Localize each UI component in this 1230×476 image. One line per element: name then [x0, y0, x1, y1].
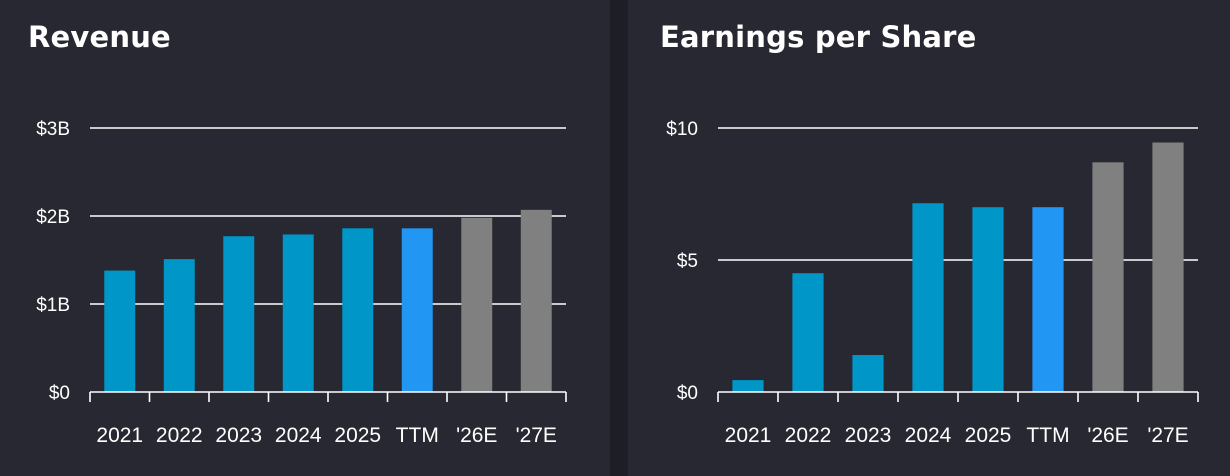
revenue-y-tick-label: $0	[49, 383, 70, 404]
revenue-bar[interactable]	[521, 210, 552, 392]
eps-x-tick-label: 2024	[905, 424, 952, 447]
revenue-panel: Revenue $0 $1B $2B $3B 2021 2022 2023 2024 2025 T…	[0, 0, 610, 476]
revenue-bar[interactable]	[104, 271, 135, 392]
revenue-x-tick-label: 2022	[156, 424, 203, 447]
revenue-bar[interactable]	[342, 228, 373, 392]
eps-x-tick-label: 2022	[785, 424, 832, 447]
revenue-bar[interactable]	[402, 228, 433, 392]
eps-chart: $0 $5 $10 2021 2022 2023 2024 2025 TTM '26E '27E	[628, 0, 1230, 476]
eps-bar[interactable]	[792, 273, 823, 392]
eps-y-tick-label: $0	[677, 383, 698, 404]
eps-y-tick-label: $10	[666, 119, 698, 140]
revenue-bar[interactable]	[223, 236, 254, 392]
eps-y-tick-label: $5	[677, 251, 698, 272]
eps-bar[interactable]	[912, 203, 943, 392]
revenue-x-tick-label: 2021	[96, 424, 143, 447]
eps-bar[interactable]	[1032, 207, 1063, 392]
eps-panel: Earnings per Share $0 $5 $10 2021 2022 2023 20…	[628, 0, 1230, 476]
revenue-x-tick-label: TTM	[396, 424, 439, 447]
eps-bar[interactable]	[852, 355, 883, 392]
eps-bar[interactable]	[972, 207, 1003, 392]
revenue-y-tick-label: $3B	[36, 119, 70, 140]
revenue-chart: $0 $1B $2B $3B 2021 2022 2023 2024 2025 TTM '26E '2…	[0, 0, 610, 476]
revenue-x-tick-label: 2025	[334, 424, 381, 447]
eps-bar[interactable]	[1152, 143, 1183, 392]
eps-x-tick-label: TTM	[1026, 424, 1069, 447]
revenue-x-tick-label: '27E	[516, 424, 557, 447]
revenue-y-tick-label: $1B	[36, 295, 70, 316]
revenue-x-tick-label: '26E	[456, 424, 497, 447]
revenue-x-tick-label: 2023	[215, 424, 262, 447]
revenue-x-tick-label: 2024	[275, 424, 322, 447]
eps-x-tick-label: 2025	[965, 424, 1012, 447]
eps-bar[interactable]	[1092, 162, 1123, 392]
revenue-bar[interactable]	[283, 234, 314, 392]
eps-bar[interactable]	[732, 380, 763, 392]
eps-x-tick-label: 2023	[845, 424, 892, 447]
eps-x-tick-label: '26E	[1087, 424, 1128, 447]
revenue-bar[interactable]	[461, 218, 492, 392]
eps-x-tick-label: 2021	[725, 424, 772, 447]
revenue-bar[interactable]	[164, 259, 195, 392]
revenue-y-tick-label: $2B	[36, 207, 70, 228]
eps-x-tick-label: '27E	[1147, 424, 1188, 447]
